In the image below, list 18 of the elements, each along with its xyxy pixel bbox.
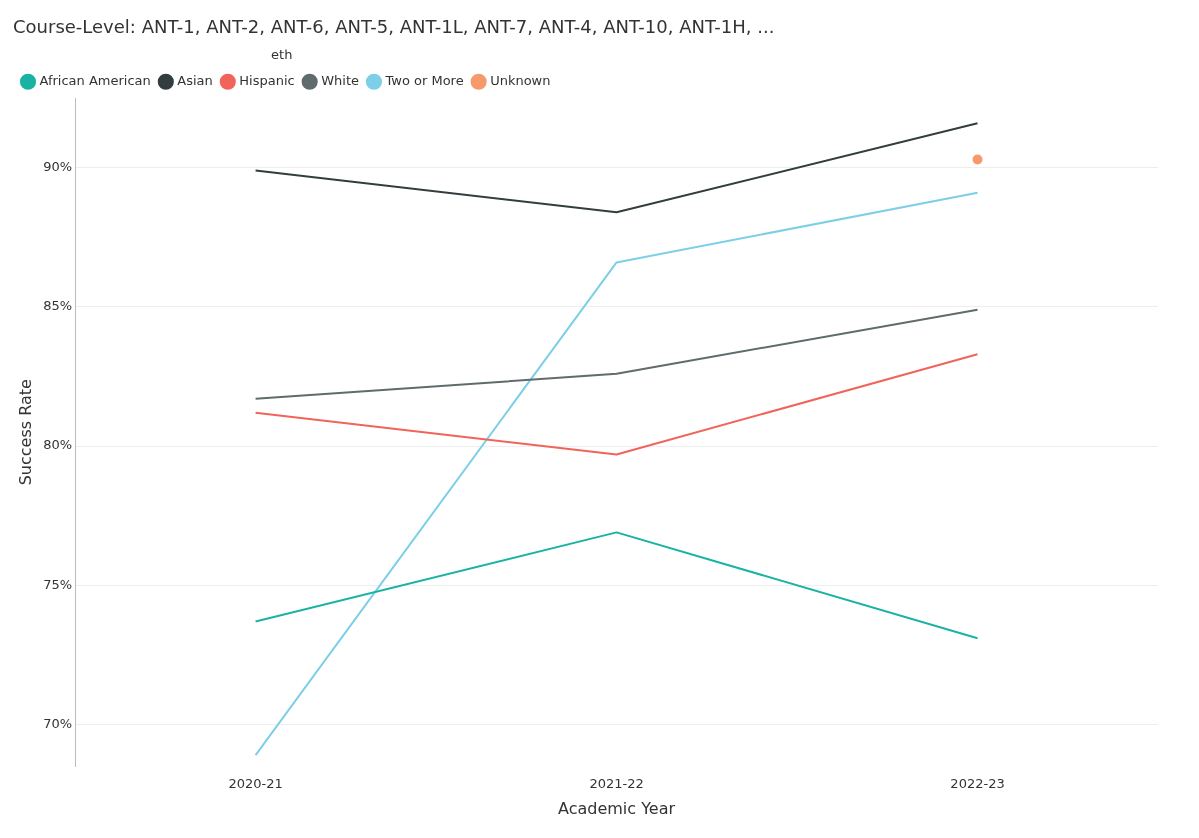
legend-label: African American: [39, 73, 151, 89]
y-tick-label: 75%: [43, 576, 73, 592]
x-axis-title: Academic Year: [558, 798, 676, 818]
y-tick-label: 70%: [43, 715, 73, 731]
x-tick-label: 2021-22: [589, 776, 644, 792]
legend-title: eth: [271, 47, 293, 63]
legend-label: White: [321, 73, 359, 89]
legend-label: Hispanic: [239, 73, 295, 89]
y-tick-label: 90%: [43, 159, 73, 175]
y-tick-label: 85%: [43, 298, 73, 314]
y-tick-label: 80%: [43, 437, 73, 453]
legend-label: Asian: [177, 73, 213, 89]
chart-title: Course-Level: ANT-1, ANT-2, ANT-6, ANT-5, ANT-1L, ANT-7, ANT-4, ANT-10, ANT-1H, ...: [13, 16, 775, 38]
x-tick-label: 2022-23: [950, 776, 1005, 792]
y-axis-title: Success Rate: [15, 379, 35, 486]
x-tick-label: 2020-21: [228, 776, 283, 792]
legend-label: Unknown: [490, 73, 551, 89]
legend-label: Two or More: [384, 73, 464, 89]
